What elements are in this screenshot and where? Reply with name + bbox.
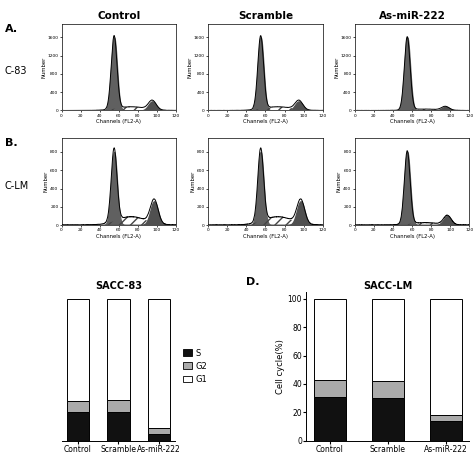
- Bar: [148, 299, 170, 428]
- Bar: [430, 415, 462, 421]
- Bar: [67, 299, 89, 401]
- Title: SACC-LM: SACC-LM: [363, 281, 412, 291]
- Bar: [314, 299, 346, 380]
- X-axis label: Channels (FL2-A): Channels (FL2-A): [96, 234, 141, 238]
- Text: A.: A.: [5, 24, 18, 34]
- Bar: [430, 421, 462, 441]
- Text: Scramble: Scramble: [238, 11, 293, 21]
- Text: Control: Control: [97, 11, 140, 21]
- Text: C-83: C-83: [5, 66, 27, 76]
- Y-axis label: Cell cycle(%): Cell cycle(%): [276, 339, 285, 394]
- Bar: [148, 434, 170, 441]
- Y-axis label: Number: Number: [191, 171, 195, 192]
- Bar: [314, 397, 346, 441]
- Text: As-miR-222: As-miR-222: [379, 11, 446, 21]
- Title: SACC-83: SACC-83: [95, 281, 142, 291]
- Text: C-LM: C-LM: [5, 181, 29, 191]
- Bar: [148, 428, 170, 434]
- Legend: S, G2, G1: S, G2, G1: [183, 348, 207, 384]
- Bar: [372, 299, 404, 381]
- Y-axis label: Number: Number: [334, 56, 339, 78]
- Bar: [314, 380, 346, 397]
- Bar: [107, 412, 129, 441]
- X-axis label: Channels (FL2-A): Channels (FL2-A): [243, 119, 288, 124]
- Bar: [372, 381, 404, 398]
- Y-axis label: Number: Number: [188, 56, 192, 78]
- Bar: [67, 412, 89, 441]
- Bar: [67, 401, 89, 412]
- Text: B.: B.: [5, 138, 18, 148]
- X-axis label: Channels (FL2-A): Channels (FL2-A): [96, 119, 141, 124]
- Bar: [107, 299, 129, 400]
- X-axis label: Channels (FL2-A): Channels (FL2-A): [243, 234, 288, 238]
- X-axis label: Channels (FL2-A): Channels (FL2-A): [390, 234, 435, 238]
- X-axis label: Channels (FL2-A): Channels (FL2-A): [390, 119, 435, 124]
- Y-axis label: Number: Number: [44, 171, 49, 192]
- Y-axis label: Number: Number: [337, 171, 342, 192]
- Bar: [430, 299, 462, 415]
- Bar: [372, 398, 404, 441]
- Bar: [107, 400, 129, 412]
- Text: D.: D.: [246, 277, 260, 287]
- Y-axis label: Number: Number: [41, 56, 46, 78]
